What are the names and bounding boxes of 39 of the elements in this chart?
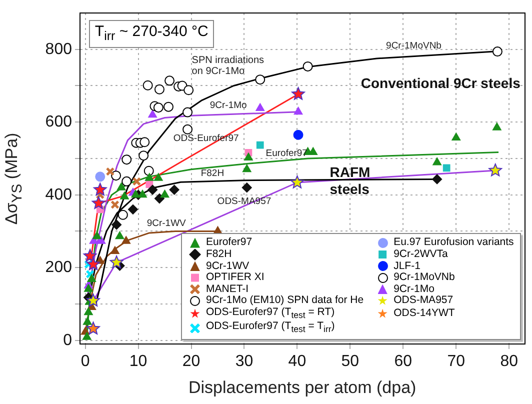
legend-label: Eurofer97 <box>206 236 252 248</box>
x-tick-label: 60 <box>394 353 412 370</box>
x-tick-label: 10 <box>129 353 148 370</box>
legend-label: 9Cr-1WV <box>206 260 250 272</box>
annotation: 9Cr-1WV <box>146 218 187 229</box>
legend-label: ODS-MA957 <box>394 294 454 306</box>
legend-label: ODS-Eurofer97 (T$_{test}$ = T$_{irr}$) <box>206 320 335 336</box>
legend-label: 9Cr-2WVTa <box>394 248 448 260</box>
annotation: 9Cr-1MoVNb <box>386 40 442 52</box>
x-tick-label: 30 <box>235 353 254 370</box>
y-tick-label: 400 <box>45 186 72 204</box>
legend-label: MANET-I <box>206 282 249 295</box>
y-tick-label: 0 <box>63 332 72 349</box>
annotation: 9Cr-1Mo <box>210 100 247 112</box>
x-tick-label: 0 <box>80 353 90 370</box>
annotation: Eurofer97 <box>266 148 308 160</box>
annotation: F82H <box>200 168 224 180</box>
annotation: T$_{irr}$ ~ 270-340 °C <box>88 20 214 48</box>
annotation: Conventional 9Cr steels <box>360 74 522 93</box>
annotation: RAFM steels <box>328 162 372 199</box>
y-tick-label: 200 <box>45 259 72 276</box>
legend-label: JLF-1 <box>394 260 420 272</box>
x-tick-label: 70 <box>447 353 466 370</box>
x-tick-label: 50 <box>341 353 360 370</box>
legend-label: OPTIFER XI <box>206 271 264 284</box>
legend-label: Eu.97 Eurofusion variants <box>394 236 514 248</box>
legend-label: ODS-14YWT <box>394 307 455 320</box>
x-tick-label: 20 <box>182 353 200 370</box>
y-tick-label: 600 <box>45 114 72 131</box>
legend-label: 9Cr-1Mo (EM10) SPN data for He <box>206 294 364 306</box>
x-axis-title: Displacements per atom (dpa) <box>188 378 416 398</box>
x-tick-label: 80 <box>500 353 518 370</box>
legend-label: 9Cr-1MoVNb <box>394 271 455 284</box>
x-tick-label: 40 <box>288 353 306 370</box>
legend-label: 9Cr-1Mo <box>394 282 434 295</box>
y-tick-label: 800 <box>45 40 72 58</box>
annotation: SPN irradiations on 9Cr-1Mo <box>190 54 266 79</box>
legend-label: ODS-Eurofer97 (T$_{test}$ = RT) <box>206 306 335 321</box>
legend-label: F82H <box>206 248 232 260</box>
